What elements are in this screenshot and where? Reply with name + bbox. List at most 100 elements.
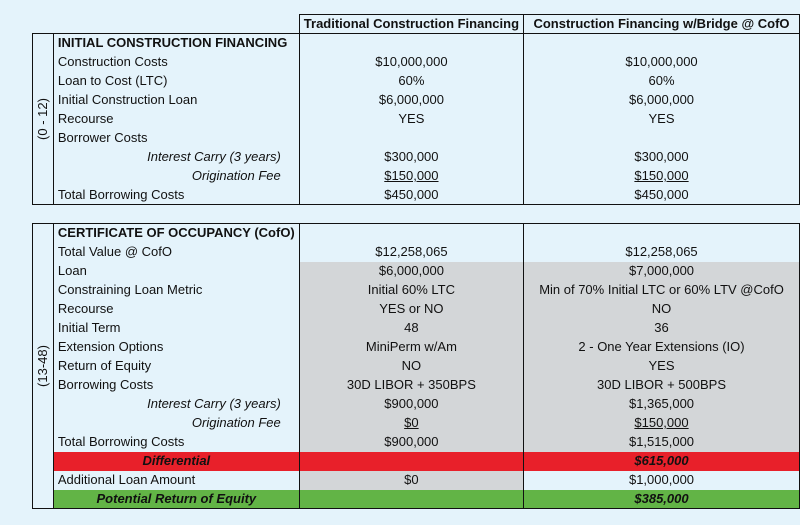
table-row: Total Value @ CofO $12,258,065 $12,258,065 bbox=[33, 242, 800, 262]
financing-comparison-table: Traditional Construction Financing Const… bbox=[32, 14, 800, 509]
traditional-value: $10,000,000 bbox=[298, 52, 524, 72]
row-label: Recourse bbox=[52, 299, 300, 319]
bridge-value bbox=[523, 128, 800, 148]
row-label: Interest Carry (3 years) bbox=[52, 147, 300, 167]
row-label: Return of Equity bbox=[52, 356, 300, 376]
row-label: Borrowing Costs bbox=[52, 375, 300, 395]
table-row: Differential $615,000 bbox=[33, 451, 800, 471]
table-row: Initial Term 48 36 bbox=[33, 318, 800, 338]
traditional-value: $900,000 bbox=[298, 394, 524, 414]
traditional-value: 30D LIBOR + 350BPS bbox=[298, 375, 524, 395]
bridge-value: 60% bbox=[523, 71, 800, 91]
row-label: Initial Construction Loan bbox=[52, 90, 300, 110]
row-label: Differential bbox=[52, 451, 300, 471]
traditional-value bbox=[298, 489, 524, 509]
bridge-value: $1,000,000 bbox=[523, 470, 800, 490]
header-row: Traditional Construction Financing Const… bbox=[33, 14, 800, 34]
bridge-value: $300,000 bbox=[523, 147, 800, 167]
table-row: Origination Fee $0 $150,000 bbox=[33, 413, 800, 433]
table-row: Return of Equity NO YES bbox=[33, 356, 800, 376]
table-row: Constraining Loan Metric Initial 60% LTC M… bbox=[33, 280, 800, 300]
traditional-value: Initial 60% LTC bbox=[298, 280, 524, 300]
row-label: Interest Carry (3 years) bbox=[52, 394, 300, 414]
initial-period-label: (0 - 12) bbox=[32, 33, 54, 205]
row-label: Origination Fee bbox=[52, 166, 300, 186]
row-label: Initial Term bbox=[52, 318, 300, 338]
initial-period-text: (0 - 12) bbox=[34, 98, 50, 140]
row-label: Loan bbox=[52, 261, 300, 281]
bridge-value: $150,000 bbox=[523, 413, 800, 433]
bridge-value: $10,000,000 bbox=[523, 52, 800, 72]
traditional-value: $900,000 bbox=[298, 432, 524, 452]
traditional-value: YES or NO bbox=[298, 299, 524, 319]
traditional-value: $0 bbox=[298, 470, 524, 490]
bridge-value: $385,000 bbox=[523, 489, 800, 509]
bridge-value: 30D LIBOR + 500BPS bbox=[523, 375, 800, 395]
traditional-value bbox=[298, 451, 524, 471]
cofo-period-label: (13-48) bbox=[32, 223, 54, 509]
table-row: Recourse YES or NO NO bbox=[33, 299, 800, 319]
cofo-title-row: (13-48) CERTIFICATE OF OCCUPANCY (CofO) bbox=[32, 223, 800, 509]
bridge-value: YES bbox=[523, 109, 800, 129]
table-row: Initial Construction Loan $6,000,000 $6,00… bbox=[33, 90, 800, 110]
table-row: Origination Fee $150,000 $150,000 bbox=[33, 166, 800, 186]
bridge-value: $150,000 bbox=[523, 166, 800, 186]
bridge-value: 2 - One Year Extensions (IO) bbox=[523, 337, 800, 357]
bridge-value: $6,000,000 bbox=[523, 90, 800, 110]
row-label: Origination Fee bbox=[52, 413, 300, 433]
traditional-value: $6,000,000 bbox=[298, 261, 524, 281]
traditional-value: 60% bbox=[298, 71, 524, 91]
bridge-value: $615,000 bbox=[523, 451, 800, 471]
section-gap bbox=[33, 205, 800, 224]
row-label: Construction Costs bbox=[52, 52, 300, 72]
bridge-value: YES bbox=[523, 356, 800, 376]
traditional-value: $6,000,000 bbox=[298, 90, 524, 110]
bridge-value: 36 bbox=[523, 318, 800, 338]
traditional-value bbox=[298, 128, 524, 148]
table-row: Borrowing Costs 30D LIBOR + 350BPS 30D LIB… bbox=[33, 375, 800, 395]
table-row: Borrower Costs bbox=[33, 128, 800, 148]
traditional-value: $0 bbox=[298, 413, 524, 433]
row-label: Additional Loan Amount bbox=[52, 470, 300, 490]
traditional-value: NO bbox=[298, 356, 524, 376]
row-label: Potential Return of Equity bbox=[52, 489, 300, 509]
traditional-value: $300,000 bbox=[298, 147, 524, 167]
traditional-value: $12,258,065 bbox=[298, 242, 524, 262]
table-row: Interest Carry (3 years) $900,000 $1,365,0… bbox=[33, 394, 800, 414]
table-row: Loan $6,000,000 $7,000,000 bbox=[33, 261, 800, 281]
row-label: Borrower Costs bbox=[52, 128, 300, 148]
row-label: Loan to Cost (LTC) bbox=[52, 71, 300, 91]
table-row: Additional Loan Amount $0 $1,000,000 bbox=[33, 470, 800, 490]
traditional-value: 48 bbox=[298, 318, 524, 338]
traditional-value: $150,000 bbox=[298, 166, 524, 186]
traditional-value: $450,000 bbox=[298, 185, 524, 205]
row-label: Total Value @ CofO bbox=[52, 242, 300, 262]
bridge-value: NO bbox=[523, 299, 800, 319]
table-row: Extension Options MiniPerm w/Am 2 - One Ye… bbox=[33, 337, 800, 357]
traditional-value: MiniPerm w/Am bbox=[298, 337, 524, 357]
row-label: Recourse bbox=[52, 109, 300, 129]
table-row: Total Borrowing Costs $900,000 $1,515,000 bbox=[33, 432, 800, 452]
bridge-value: $7,000,000 bbox=[523, 261, 800, 281]
initial-title-row: (0 - 12) INITIAL CONSTRUCTION FINANCING bbox=[32, 33, 800, 205]
traditional-value: YES bbox=[298, 109, 524, 129]
row-label: Total Borrowing Costs bbox=[52, 432, 300, 452]
header-bridge: Construction Financing w/Bridge @ CofO bbox=[523, 14, 800, 34]
bridge-value: $1,365,000 bbox=[523, 394, 800, 414]
row-label: Total Borrowing Costs bbox=[52, 185, 300, 205]
cofo-period-text: (13-48) bbox=[34, 345, 50, 387]
table-row: Loan to Cost (LTC) 60% 60% bbox=[33, 71, 800, 91]
cofo-section-title: CERTIFICATE OF OCCUPANCY (CofO) bbox=[52, 223, 300, 243]
row-label: Constraining Loan Metric bbox=[52, 280, 300, 300]
row-label: Extension Options bbox=[52, 337, 300, 357]
bridge-value: $12,258,065 bbox=[523, 242, 800, 262]
bridge-value: $1,515,000 bbox=[523, 432, 800, 452]
bridge-value: $450,000 bbox=[523, 185, 800, 205]
header-traditional: Traditional Construction Financing bbox=[298, 14, 525, 34]
table-row: Construction Costs $10,000,000 $10,000,000 bbox=[33, 52, 800, 72]
initial-section-title: INITIAL CONSTRUCTION FINANCING bbox=[52, 33, 300, 53]
table-row: Total Borrowing Costs $450,000 $450,000 bbox=[33, 185, 800, 205]
bridge-value: Min of 70% Initial LTC or 60% LTV @CofO bbox=[523, 280, 800, 300]
table-row: Potential Return of Equity $385,000 bbox=[33, 489, 800, 509]
table-row: Recourse YES YES bbox=[33, 109, 800, 129]
